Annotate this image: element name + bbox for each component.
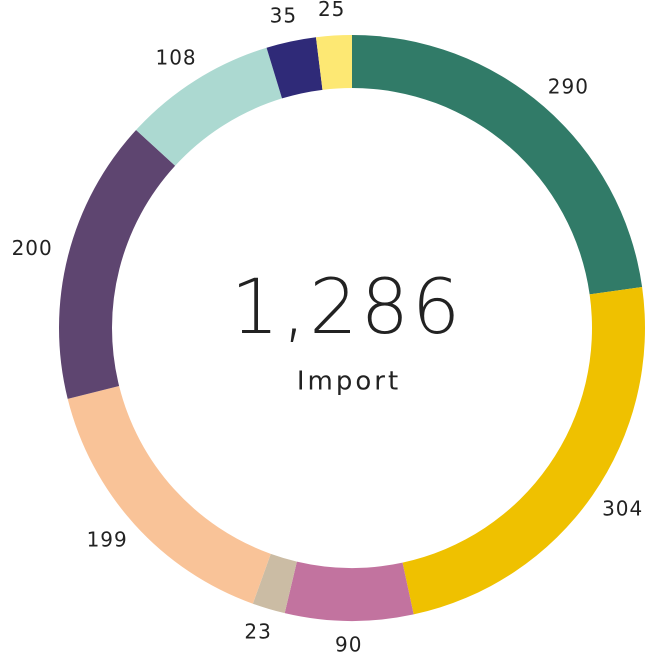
value-label: 23 (244, 619, 271, 643)
center-total: 1,286 (231, 262, 464, 351)
donut-segment (352, 35, 643, 295)
donut-segment (402, 286, 645, 615)
value-label: 304 (602, 496, 643, 520)
donut-segment (252, 553, 297, 614)
center-caption: Import (297, 367, 401, 397)
donut-segment (284, 561, 414, 621)
value-label: 200 (12, 236, 53, 260)
value-label: 90 (335, 632, 362, 655)
donut-segment (315, 35, 352, 90)
value-label: 199 (87, 528, 128, 552)
value-label: 290 (548, 74, 589, 98)
value-label: 108 (155, 45, 196, 69)
value-label: 25 (318, 0, 345, 21)
value-label: 35 (270, 3, 297, 27)
donut-segment (136, 47, 283, 166)
donut-segment (266, 37, 323, 99)
donut-segment (67, 386, 271, 604)
donut-segment (59, 129, 176, 399)
